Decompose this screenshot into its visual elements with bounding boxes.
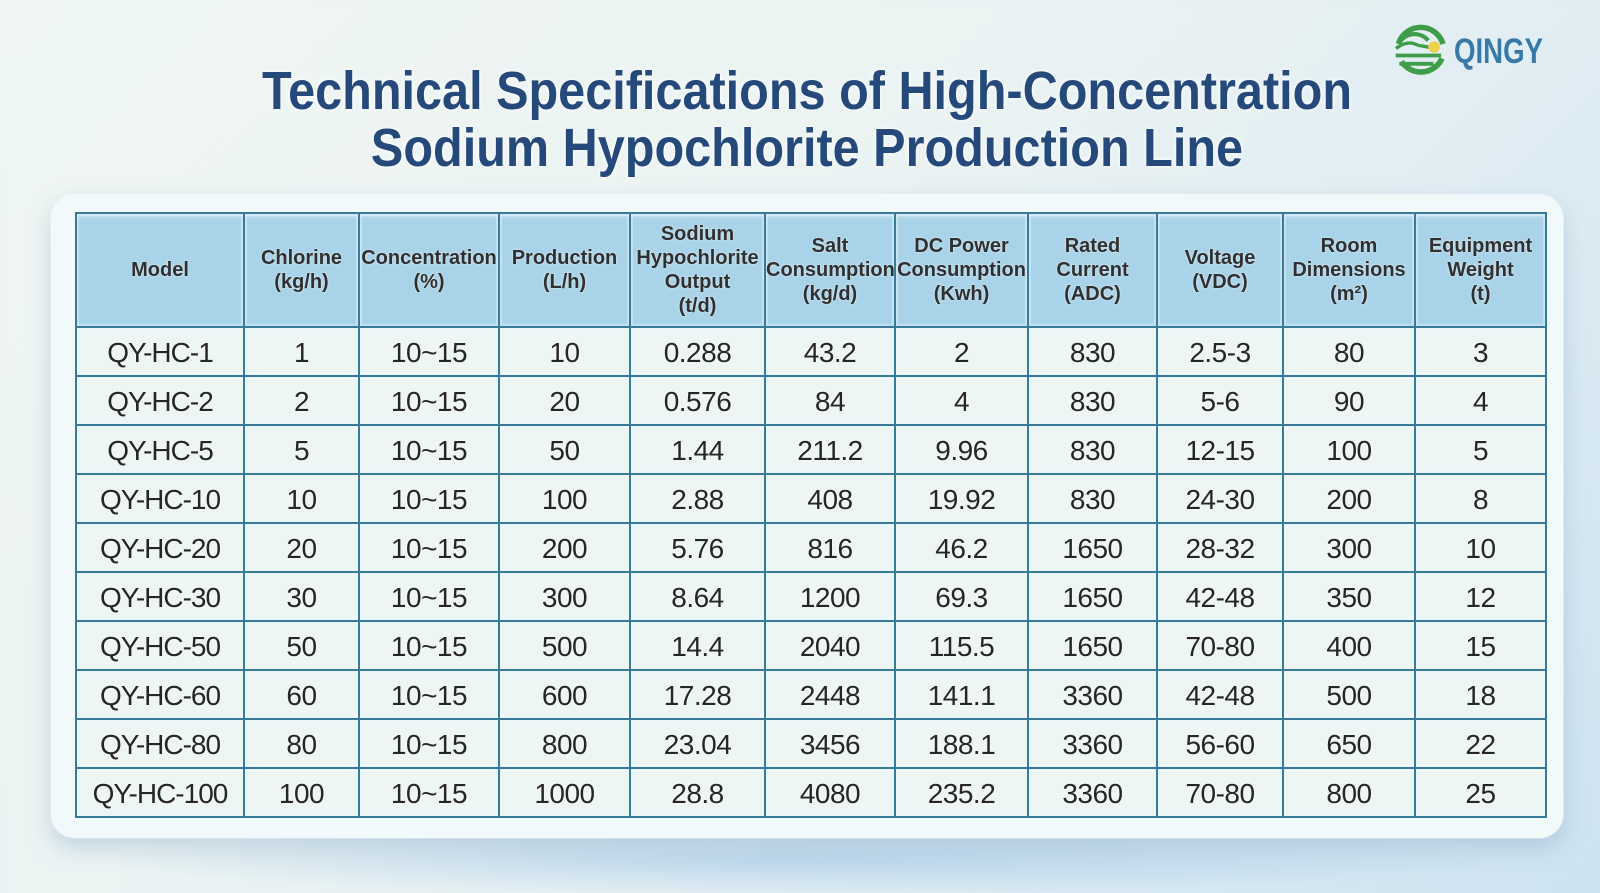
svg-text:QINGY: QINGY: [1454, 32, 1543, 71]
